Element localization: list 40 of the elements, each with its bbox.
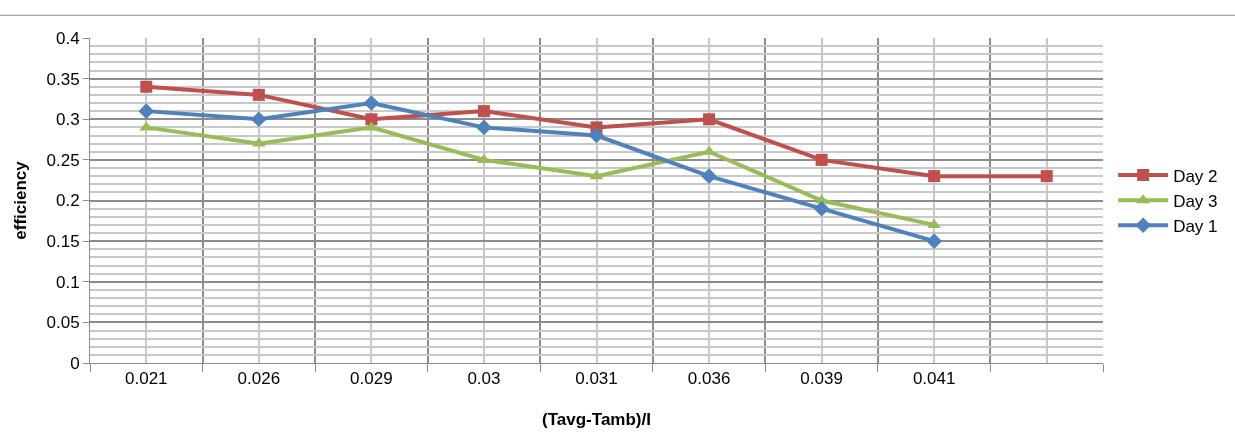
point xyxy=(138,103,155,119)
y-tick-label: 0.15 xyxy=(46,232,80,252)
x-tick-label: 0.021 xyxy=(125,369,168,389)
x-tick-label: 0.041 xyxy=(912,369,956,389)
point xyxy=(1040,170,1053,183)
point xyxy=(477,105,490,118)
x-tick-label: 0.026 xyxy=(237,369,281,389)
point xyxy=(701,168,717,184)
y-axis-title: efficiency xyxy=(11,160,31,240)
y-tick-label: 0.25 xyxy=(46,150,80,170)
point xyxy=(476,119,492,136)
x-tick-label: 0.029 xyxy=(350,369,393,389)
point xyxy=(365,113,378,126)
y-tick-label: 0.1 xyxy=(55,272,80,292)
point xyxy=(926,233,942,249)
x-tick-label: 0.036 xyxy=(687,369,731,389)
point xyxy=(588,127,605,144)
y-tick-label: 0.35 xyxy=(46,69,80,89)
point xyxy=(815,153,828,166)
x-axis-title: (Tavg-Tamb)/I xyxy=(542,409,651,429)
point xyxy=(813,200,830,217)
legend-label: Day 3 xyxy=(1173,191,1218,211)
x-tick-label: 0.031 xyxy=(575,369,618,389)
point xyxy=(363,95,380,111)
point xyxy=(477,153,491,163)
y-tick-label: 0.4 xyxy=(55,28,80,48)
y-tick-label: 0.05 xyxy=(46,313,80,333)
y-tick-label: 0 xyxy=(70,353,80,373)
y-tick-label: 0.3 xyxy=(55,110,80,130)
legend-label: Day 1 xyxy=(1173,216,1218,236)
point xyxy=(252,88,265,101)
x-tick-label: 0.039 xyxy=(800,369,843,389)
point xyxy=(251,111,267,128)
legend-label: Day 2 xyxy=(1173,166,1218,186)
y-tick-label: 0.2 xyxy=(55,191,80,211)
point xyxy=(703,113,716,126)
point xyxy=(928,170,941,183)
x-tick-label: 0.03 xyxy=(467,369,501,389)
point xyxy=(140,80,153,93)
point xyxy=(702,145,716,155)
